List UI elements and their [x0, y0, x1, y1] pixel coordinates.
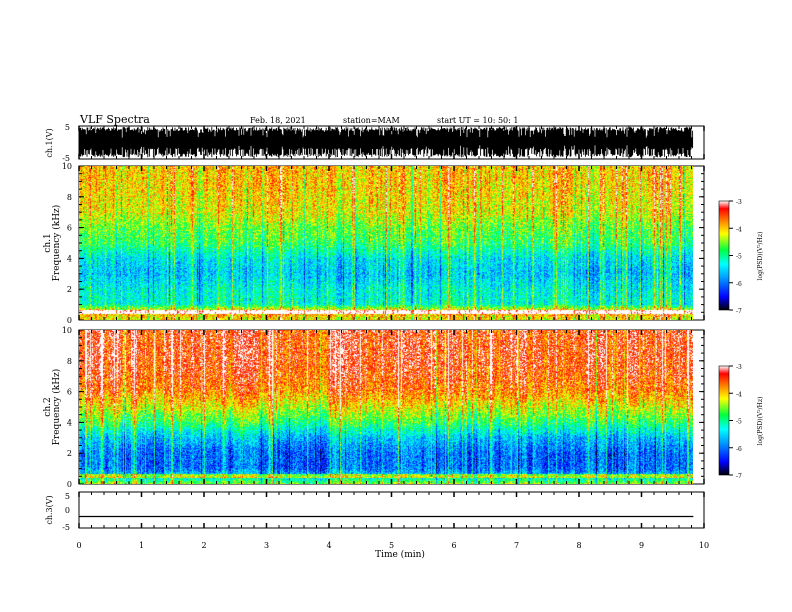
y-tick-label: 4: [67, 418, 72, 427]
x-tick-label: 6: [451, 541, 456, 550]
y-tick-label: 4: [67, 254, 72, 263]
ch1-spectrogram-image: [79, 166, 693, 320]
y-tick-label: 2: [67, 285, 72, 294]
x-tick-label: 7: [514, 541, 519, 550]
y-tick-label: 10: [62, 162, 72, 171]
ch1-colorbar-label: log(PSD)(V²/Hz): [757, 232, 764, 281]
colorbar-tick-label: -4: [736, 226, 742, 233]
ch1-ytick-top: 5: [65, 123, 70, 132]
y-tick-label: 0: [67, 316, 72, 325]
x-tick-label: 4: [326, 541, 331, 550]
ch2-colorbar-label: log(PSD)(V²/Hz): [757, 397, 764, 446]
x-tick-label: 0: [76, 541, 81, 550]
ch3-ytick-top: 5: [65, 492, 70, 501]
colorbar-tick-label: -4: [736, 391, 742, 398]
figure-date: Feb. 18, 2021: [250, 116, 306, 125]
colorbar-tick-label: -3: [736, 364, 742, 371]
y-tick-label: 6: [67, 224, 72, 233]
ch1-waveform-trace: [78, 127, 694, 158]
ch1-colorbar: -3 -4 -5 -6 -7 log(PSD)(V²/Hz): [718, 199, 764, 315]
y-tick-label: 8: [67, 193, 72, 202]
ch1-spectrogram-ylabel-channel: ch.1: [43, 233, 53, 252]
ch1-ylabel: ch.1(V): [45, 128, 54, 157]
ch2-spectrogram-yticks: 0 2 4 6 8 10: [62, 326, 704, 489]
ch2-spectrogram-image: [79, 330, 693, 484]
colorbar-tick-label: -6: [736, 446, 742, 453]
y-tick-label: 8: [67, 357, 72, 366]
ch1-spectrogram-ylabel-freq: Frequency (kHz): [51, 205, 62, 282]
y-tick-label: 6: [67, 388, 72, 397]
ch1-spectrogram-panel: 0 2 4 6 8 10 ch.1 Frequency (kHz): [43, 162, 705, 325]
x-tick-label: 2: [201, 541, 206, 550]
colorbar-tick-label: -7: [736, 308, 742, 315]
time-axis-ticks: [78, 126, 705, 528]
x-tick-label: 5: [389, 541, 394, 550]
ch3-ytick-bottom: -5: [62, 523, 70, 532]
ch1-waveform-line: [78, 127, 694, 158]
x-tick-label: 8: [576, 541, 581, 550]
y-tick-label: 2: [67, 449, 72, 458]
ch2-colorbar: -3 -4 -5 -6 -7 log(PSD)(V²/Hz): [718, 364, 764, 480]
time-axis-label: Time (min): [375, 549, 425, 560]
ch3-waveform-panel: 5 0 -5 ch.3(V): [45, 491, 705, 532]
ch2-spectrogram-ylabel-freq: Frequency (kHz): [51, 369, 62, 446]
figure-title: VLF Spectra: [79, 113, 150, 126]
x-tick-label: 9: [639, 541, 644, 550]
x-tick-label: 10: [699, 541, 709, 550]
colorbar-tick-label: -7: [736, 473, 742, 480]
x-tick-label: 3: [264, 541, 269, 550]
figure-start-time: start UT = 10: 50: 1: [437, 116, 518, 125]
ch2-spectrogram-ylabel-channel: ch.2: [43, 397, 53, 416]
y-tick-label: 0: [67, 480, 72, 489]
colorbar-tick-label: -3: [736, 199, 742, 206]
time-axis-tick-labels: 0 1 2 3 4 5 6 7 8 9 10: [76, 541, 709, 550]
ch2-spectrogram-panel: 0 2 4 6 8 10 ch.2 Frequency (kHz): [43, 326, 705, 489]
colorbar-tick-label: -5: [736, 419, 742, 426]
ch3-ylabel: ch.3(V): [45, 495, 54, 524]
colorbar-tick-label: -5: [736, 254, 742, 261]
ch1-spectrogram-yticks: 0 2 4 6 8 10: [62, 162, 704, 325]
ch3-ytick-mid: 0: [65, 506, 70, 515]
x-tick-label: 1: [139, 541, 144, 550]
figure-station: station=MAM: [343, 116, 400, 125]
y-tick-label: 10: [62, 326, 72, 335]
ch1-waveform-panel: 5 -5 ch.1(V): [45, 123, 705, 163]
ch1-ytick-bottom: -5: [62, 154, 70, 163]
colorbar-tick-label: -6: [736, 281, 742, 288]
